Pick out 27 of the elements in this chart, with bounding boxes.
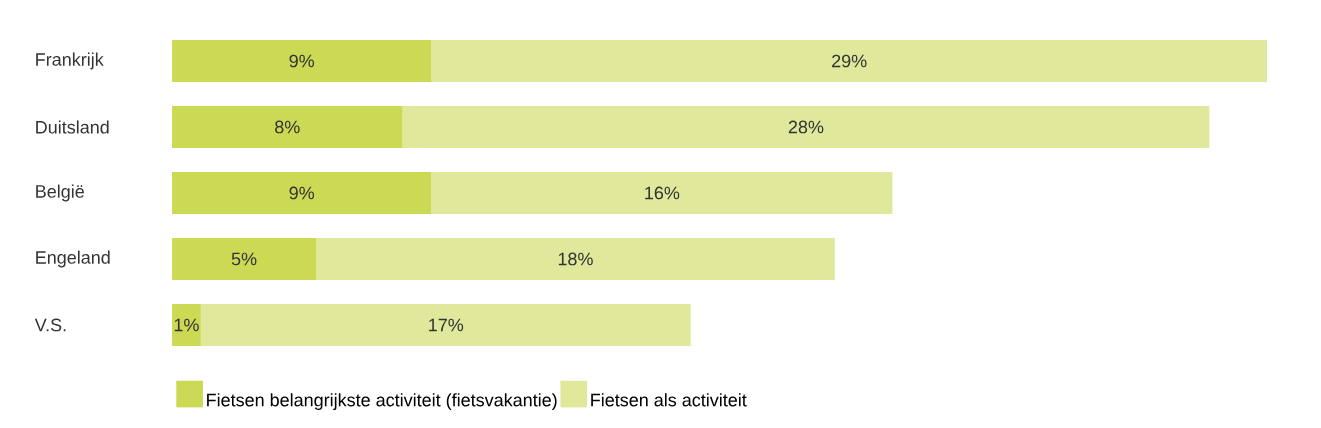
legend-label: Fietsen als activiteit [591,393,747,407]
bar [172,106,403,148]
data-label: 9% [289,186,315,200]
bar [431,40,1267,82]
bar [172,304,201,346]
data-label: 29% [832,54,867,68]
bar [431,172,893,214]
data-label: 9% [289,54,315,68]
data-label: 1% [174,318,199,332]
data-label: 16% [645,186,680,200]
y-tick-label: België [36,184,84,202]
y-tick-label: Duitsland [36,120,109,134]
data-label: 18% [558,252,593,266]
data-label: 5% [231,252,257,266]
legend-label: Fietsen belangrijkste activiteit (fietsvakantie) [207,393,557,410]
bar [200,304,691,346]
y-tick-label: Frankrijk [36,52,104,70]
bar [172,172,432,214]
bar [172,40,432,82]
y-tick-label: Engeland [36,250,110,268]
y-tick-label: V.S. [34,318,66,332]
bar [316,238,835,280]
bar [172,238,317,280]
data-label: 28% [788,120,824,134]
bar [402,106,1210,148]
data-label: 8% [275,120,300,134]
data-label: 17% [429,318,464,332]
